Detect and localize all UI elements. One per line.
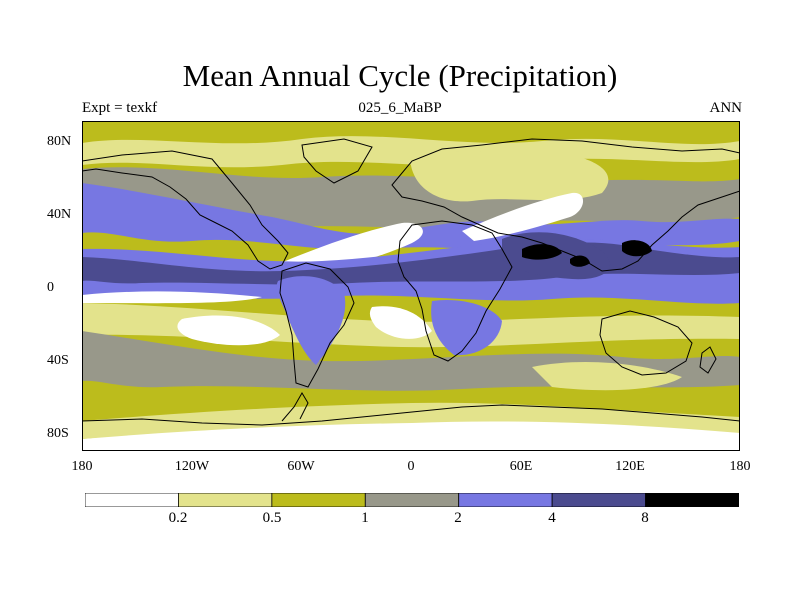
plot-title: Mean Annual Cycle (Precipitation) [182, 58, 618, 93]
lat-tick-40s: 40S [47, 353, 69, 368]
lon-tick-60w: 60W [287, 459, 315, 474]
africa-coast [397, 220, 513, 362]
precipitation-map [82, 121, 740, 451]
colorbar-label-1: 1 [361, 510, 369, 526]
equatorial-white-streak [82, 291, 262, 304]
eurasia-coast [391, 138, 740, 272]
colorbar-swatch-1 [178, 493, 273, 507]
south-pacific-white [177, 315, 280, 346]
asia-black-core [522, 244, 562, 260]
colorbar-label-0-5: 0.5 [262, 510, 282, 526]
colorbar-swatch-5 [551, 493, 646, 507]
lat-tick-80s: 80S [47, 426, 69, 441]
lon-tick-180w: 180 [71, 459, 93, 474]
colorbar-swatch-2 [271, 493, 366, 507]
lat-tick-80n: 80N [47, 134, 72, 149]
lat-tick-40n: 40N [47, 207, 72, 222]
australia-coast [599, 310, 693, 376]
experiment-label: Expt = texkf [82, 100, 158, 116]
antarctic-peninsula [281, 392, 309, 422]
south-america-coast [279, 262, 355, 388]
colorbar-label-8: 8 [641, 510, 649, 526]
north-light-patch [410, 141, 609, 202]
lon-tick-120e: 120E [615, 459, 645, 474]
colorbar [85, 493, 739, 507]
antarctic-light [82, 402, 740, 439]
lon-tick-0: 0 [407, 459, 415, 474]
greenland-coast [301, 138, 373, 184]
period-label: 025_6_MaBP [358, 100, 442, 116]
colorbar-label-4: 4 [548, 510, 556, 526]
colorbar-label-2: 2 [454, 510, 462, 526]
lon-tick-60e: 60E [509, 459, 533, 474]
north-blue-band [82, 183, 740, 251]
pacific-black-core [622, 240, 652, 257]
south-atlantic-white [369, 306, 432, 339]
colorbar-swatch-0 [85, 493, 179, 507]
north-america-coast [82, 150, 289, 270]
coastlines [82, 138, 740, 426]
south-indian-light [532, 362, 682, 391]
lon-tick-180e: 180 [729, 459, 751, 474]
colorbar-label-0-2: 0.2 [168, 510, 188, 526]
season-label: ANN [709, 100, 743, 116]
south-america-blue [276, 276, 346, 365]
antarctica-coast [82, 404, 740, 426]
asia-black-core-2 [570, 255, 590, 267]
new-zealand-coast [699, 346, 717, 374]
asia-white-streak [462, 192, 584, 241]
map-frame [82, 121, 740, 451]
colorbar-swatch-6 [645, 493, 739, 507]
lat-tick-eq: 0 [47, 280, 54, 295]
lon-tick-120w: 120W [174, 459, 210, 474]
colorbar-swatch-4 [458, 493, 553, 507]
colorbar-swatch-3 [364, 493, 460, 507]
